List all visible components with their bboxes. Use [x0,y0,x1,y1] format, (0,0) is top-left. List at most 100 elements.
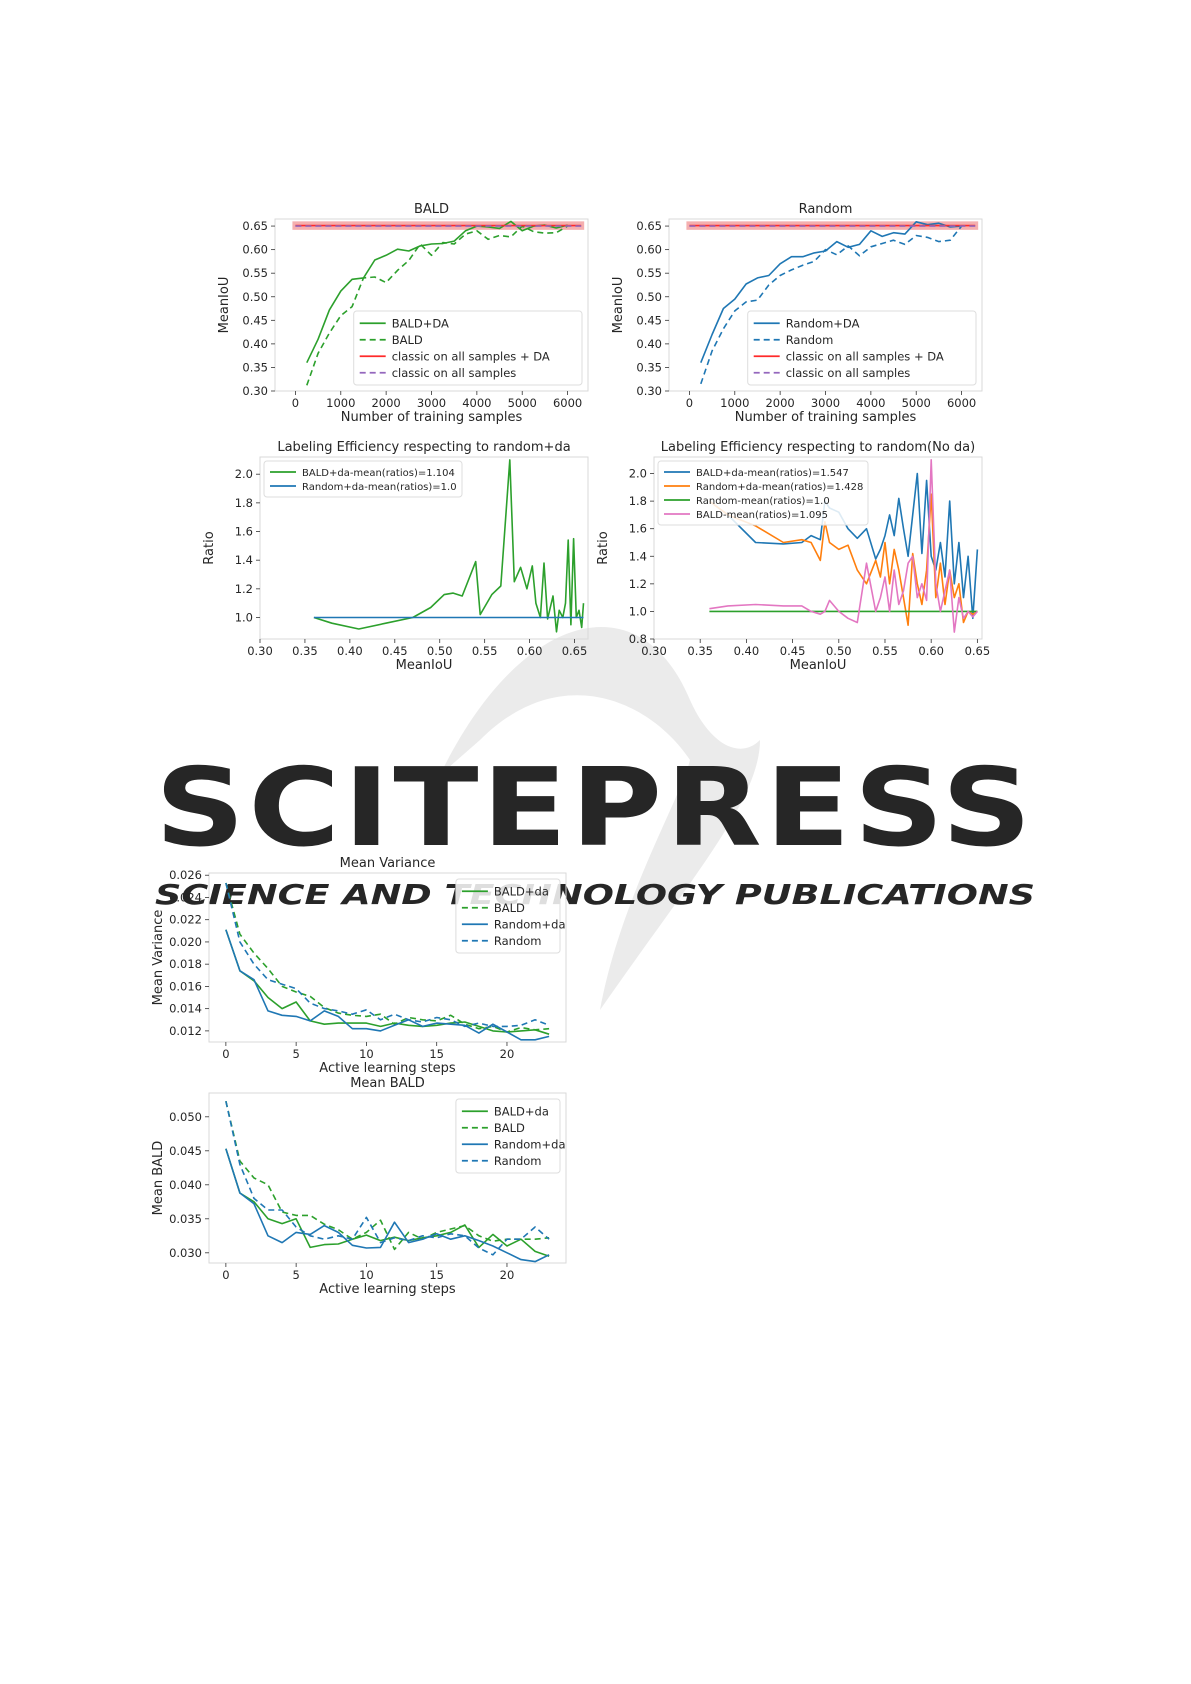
y-tick-label: 0.045 [169,1144,202,1158]
y-tick-label: 0.55 [242,266,268,280]
x-tick-label: 1000 [326,396,355,410]
y-tick-label: 0.65 [636,219,662,233]
x-tick-label: 2000 [371,396,400,410]
legend-label: BALD [494,901,525,915]
y-tick-label: 1.6 [629,522,647,536]
y-tick-label: 1.6 [235,525,253,539]
legend-label: Random-mean(ratios)=1.0 [696,496,830,507]
x-tick-label: 0.55 [872,644,898,658]
chart-title: Mean BALD [350,1076,425,1091]
x-tick-label: 4000 [856,396,885,410]
x-tick-label: 0.65 [965,644,991,658]
y-tick-label: 0.030 [169,1246,202,1260]
y-axis-label: MeanIoU [611,277,626,334]
legend-label: Random+DA [786,316,860,330]
x-tick-label: 6000 [947,396,976,410]
y-tick-label: 0.60 [636,243,662,257]
series-line-1 [700,221,962,363]
x-tick-label: 5000 [902,396,931,410]
series-line-2 [225,882,550,1033]
x-tick-label: 5000 [508,396,537,410]
series-line-2 [306,225,569,386]
y-tick-label: 0.35 [242,360,268,374]
plot-frame [208,1092,567,1264]
legend: BALD+da-mean(ratios)=1.104 Random+da-mean… [263,460,463,498]
legend-label: BALD-mean(ratios)=1.095 [696,510,828,521]
legend-label: BALD+da [494,884,549,898]
series-line-1 [313,459,585,633]
x-axis-label: MeanIoU [396,658,453,673]
legend: BALD+da BALD Random+da Random [455,878,566,954]
y-tick-label: 0.65 [242,219,268,233]
y-tick-label: 0.026 [169,868,202,882]
legend-label: Random [494,934,542,948]
legend-label: Random+da [494,917,566,931]
y-tick-label: 0.60 [242,243,268,257]
x-tick-label: 20 [500,1047,515,1061]
y-tick-label: 0.016 [169,979,202,993]
series-line-4 [225,882,550,1028]
y-tick-label: 1.4 [629,549,647,563]
legend: BALD+da BALD Random+da Random [455,1098,566,1174]
series-line-4 [709,458,979,633]
legend-label: Random+da-mean(ratios)=1.0 [302,482,457,493]
x-axis-label: Active learning steps [319,1282,456,1297]
x-tick-label: 0.45 [382,644,408,658]
y-tick-label: 2.0 [629,467,647,481]
plot-frame [208,872,567,1043]
y-tick-label: 1.4 [235,553,253,567]
legend-label: Random [786,333,834,347]
y-tick-label: 1.2 [629,577,647,591]
y-tick-label: 0.020 [169,935,202,949]
x-tick-label: 10 [359,1047,374,1061]
legend-label: Random [494,1154,542,1168]
chart-title: Labeling Efficiency respecting to random… [277,440,570,455]
legend-box [455,878,561,954]
x-tick-label: 0 [686,396,693,410]
legend: BALD+DA BALD classic on all samples + DA cl… [353,310,583,386]
legend-box [657,460,869,526]
x-tick-label: 0.50 [826,644,852,658]
x-tick-label: 0.35 [292,644,318,658]
y-tick-label: 1.0 [235,611,253,625]
series-line-3 [225,1148,550,1263]
x-tick-label: 2000 [765,396,794,410]
legend-box [747,310,977,386]
series-line-1 [225,929,550,1035]
chart-title: Random [799,202,853,217]
x-tick-label: 10 [359,1268,374,1282]
y-tick-label: 0.024 [169,890,202,904]
y-tick-label: 0.040 [169,1178,202,1192]
series-line-1 [708,472,979,620]
x-tick-label: 5 [292,1047,299,1061]
x-tick-label: 0.40 [337,644,363,658]
x-tick-label: 0 [292,396,299,410]
y-tick-label: 2.0 [235,467,253,481]
legend-label: Random+da [494,1137,566,1151]
y-tick-label: 0.45 [636,313,662,327]
x-tick-label: 0.55 [472,644,498,658]
chart-title: Labeling Efficiency respecting to random… [661,440,975,455]
y-tick-label: 0.40 [636,337,662,351]
legend-label: classic on all samples + DA [786,349,944,363]
y-tick-label: 0.014 [169,1002,202,1016]
y-tick-label: 0.018 [169,957,202,971]
x-axis-label: Active learning steps [319,1061,456,1076]
legend: Random+DA Random classic on all samples + … [747,310,977,386]
x-tick-label: 0 [222,1047,229,1061]
x-tick-label: 0.35 [687,644,713,658]
y-tick-label: 0.035 [169,1212,202,1226]
y-axis-label: MeanIoU [217,277,232,334]
x-tick-label: 5 [292,1268,299,1282]
x-tick-label: 0 [222,1268,229,1282]
